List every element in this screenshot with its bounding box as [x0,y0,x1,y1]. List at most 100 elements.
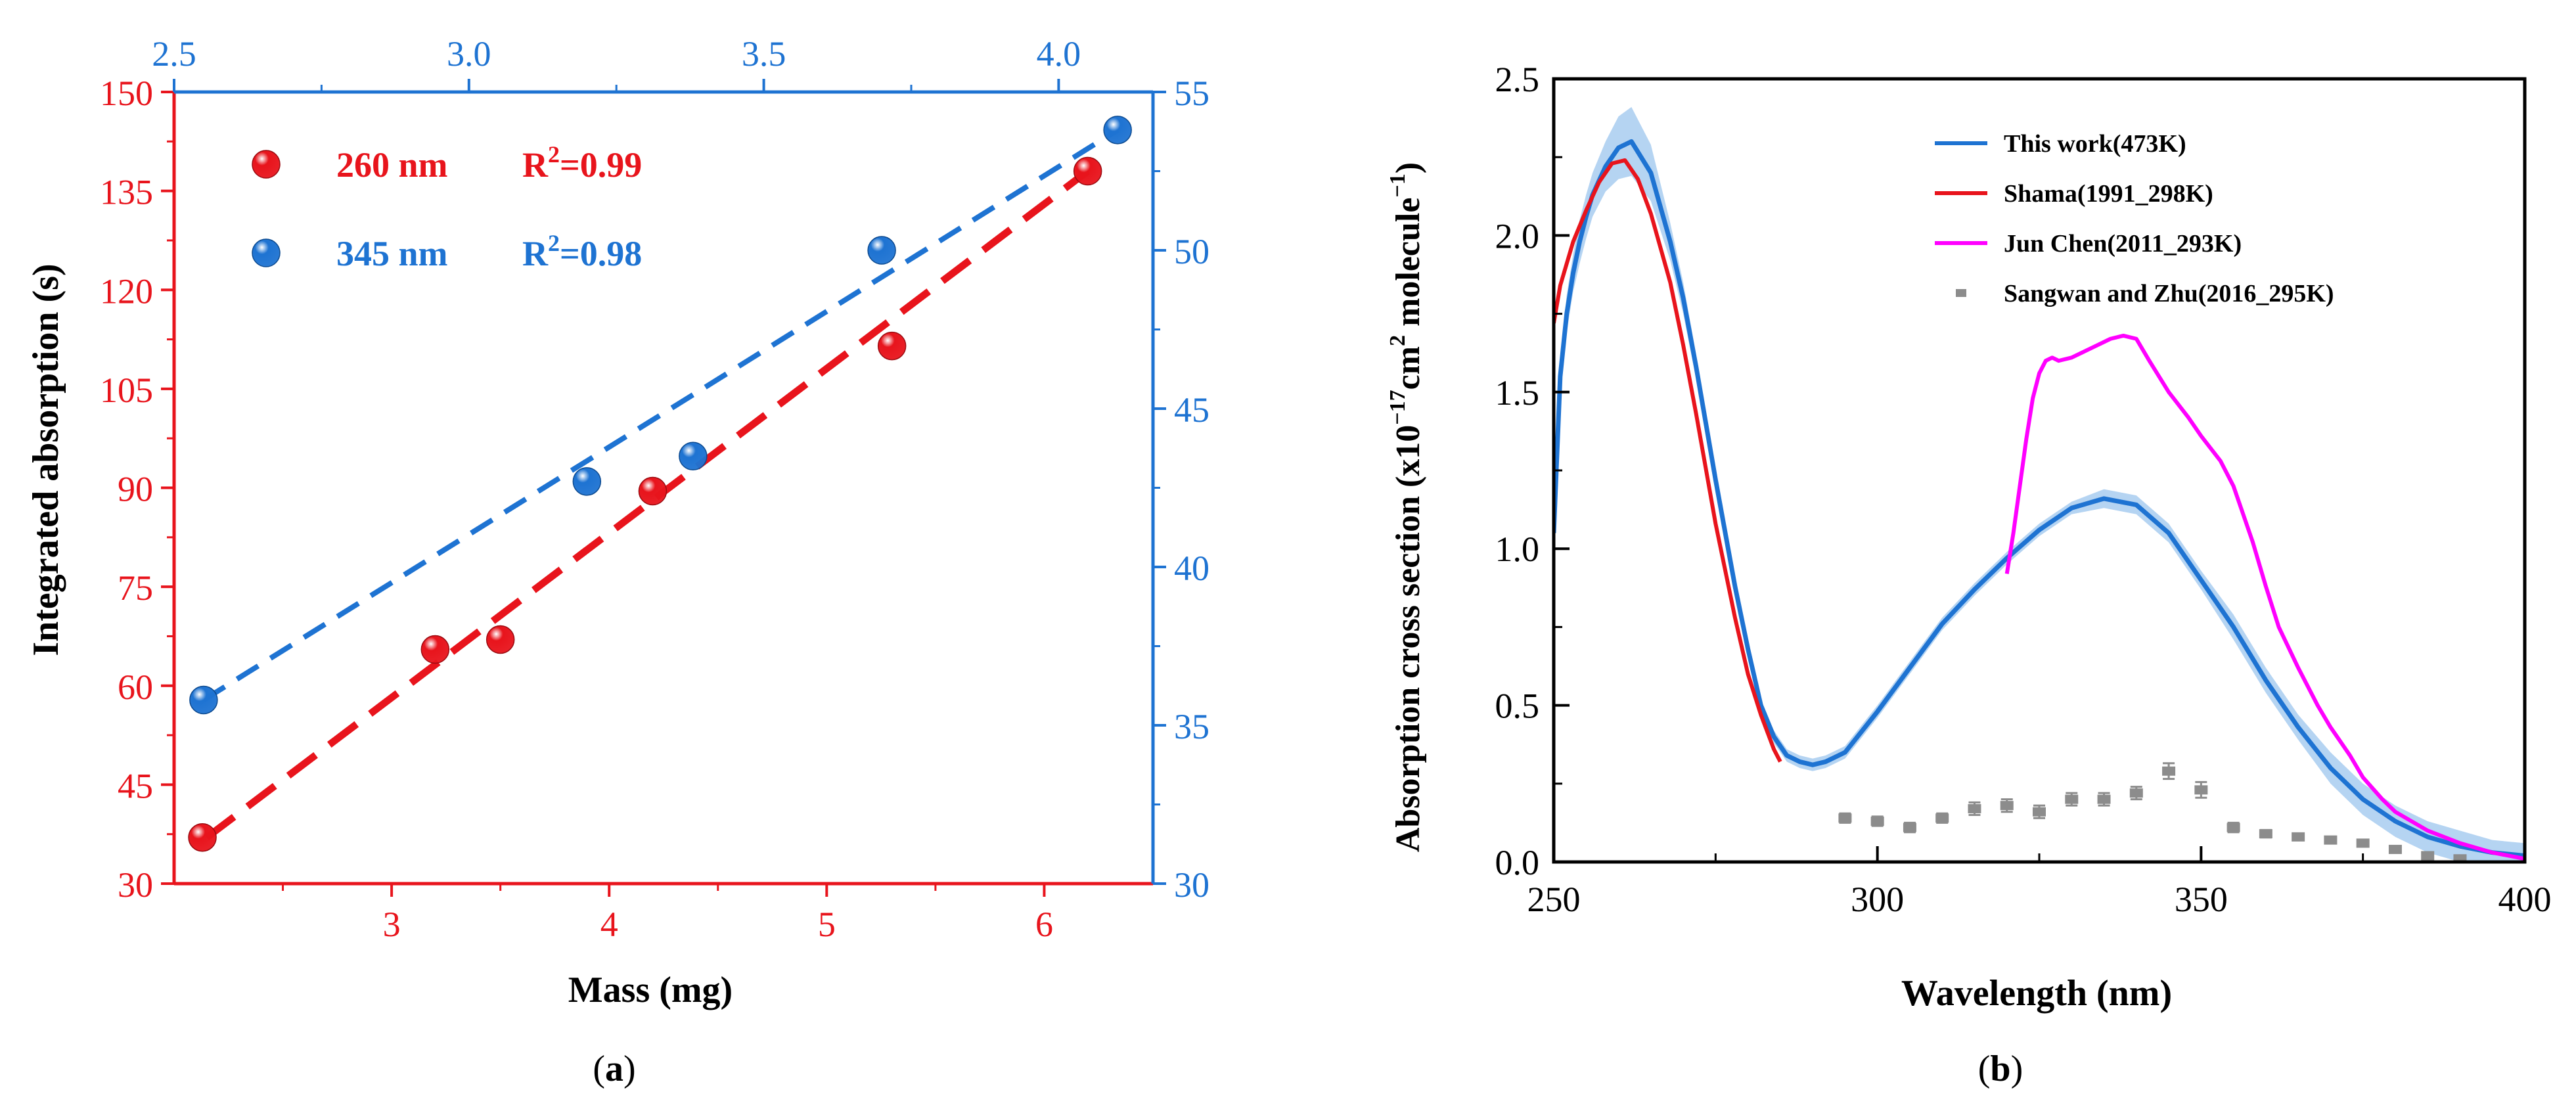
point-260nm [1073,156,1102,186]
right-y-tick-label: 35 [1174,707,1209,746]
panel-b-axes: 250 300 350 400 0.0 0.5 1.0 1.5 2.0 2.5 [1495,60,2552,919]
panel-b-x-axis-title: Wavelength (nm) [1901,973,2172,1014]
y-title-mid: cm [1390,346,1427,390]
legend-label-1: Shama(1991_298K) [2004,180,2213,208]
band-this-work [1554,106,2525,862]
marker-sangwan-zhu [1968,803,1981,813]
panel-b-data-marks [1554,106,2525,862]
y-title-exp1: −17 [1386,390,1410,424]
r2-value: =0.99 [560,145,642,185]
left-y-tick-label: 30 [118,865,153,905]
right-y-tick-label: 50 [1174,232,1209,271]
marker-sangwan-zhu [2453,854,2467,862]
marker-sangwan-zhu [1903,823,1916,832]
top-x-tick-label: 2.5 [152,34,196,74]
legend-r2-260nm: R2=0.99 [522,141,642,185]
panel-a-y-axis-title: Integrated absorption (s) [26,263,66,656]
top-x-tick-label: 3.0 [447,34,491,74]
point-sangwan-zhu [2194,780,2208,799]
point-sangwan-zhu [2324,835,2338,845]
y-tick-label: 1.0 [1495,530,1540,569]
fit-line-345nm [202,127,1119,702]
marker-sangwan-zhu [2033,807,2046,817]
bottom-x-tick-label: 3 [383,905,401,944]
top-x-tick-label: 4.0 [1037,34,1081,74]
point-sangwan-zhu [2065,792,2079,807]
panel-b: 250 300 350 400 0.0 0.5 1.0 1.5 2.0 2.5 This work… [1386,60,2552,1089]
marker-sangwan-zhu [2356,838,2370,848]
point-sangwan-zhu [2259,828,2272,839]
marker-sangwan-zhu [2226,823,2240,832]
right-y-tick-label: 55 [1174,74,1209,113]
point-sangwan-zhu [1935,812,1949,824]
bottom-x-tick-label: 6 [1035,905,1053,944]
point-sangwan-zhu [2129,786,2143,801]
panel-a-caption-letter: a [605,1049,623,1089]
marker-sangwan-zhu [2000,801,2014,811]
point-sangwan-zhu [2292,832,2305,842]
legend-marker-345nm [252,238,281,267]
marker-sangwan-zhu [1935,813,1949,823]
left-y-tick-label: 135 [100,173,153,212]
y-title-exp2: 2 [1386,335,1410,346]
panel-a-data-marks [188,116,1132,852]
point-sangwan-zhu [2226,821,2240,834]
x-tick-label: 250 [1527,880,1581,919]
point-sangwan-zhu [1968,801,1981,816]
bottom-x-tick-label: 4 [600,905,618,944]
y-title-end: ) [1390,162,1427,173]
legend-marker-sangwan-zhu [1956,289,1966,297]
panel-b-caption: (b) [1978,1049,2023,1089]
left-y-tick-label: 75 [118,568,153,608]
point-345nm [572,467,602,496]
marker-sangwan-zhu [2162,766,2176,776]
point-sangwan-zhu [2097,792,2111,807]
y-title-mid2: molecule [1390,198,1427,335]
legend-r2-345nm: R2=0.98 [522,230,642,273]
marker-sangwan-zhu [2194,785,2208,795]
point-260nm [486,625,515,654]
left-y-tick-label: 60 [118,667,153,707]
point-345nm [679,441,708,471]
panel-b-plot-area [1554,106,2525,862]
right-y-tick-label: 40 [1174,549,1209,588]
line-jun-chen [2004,333,2525,861]
point-345nm [867,236,896,265]
bottom-x-tick-label: 5 [818,905,836,944]
y-tick-label: 0.5 [1495,687,1540,726]
legend-marker-260nm [252,150,281,179]
y-title-exp3: −1 [1386,173,1410,197]
r2-sup: 2 [548,230,560,256]
point-sangwan-zhu [2388,844,2402,854]
line-shama [1554,158,1782,763]
r2-base: R [522,145,549,185]
fit-line-260nm [204,168,1090,841]
right-y-tick-label: 45 [1174,390,1209,430]
marker-sangwan-zhu [1838,813,1852,823]
point-345nm [189,685,218,715]
y-tick-label: 2.0 [1495,216,1540,256]
point-sangwan-zhu [2356,838,2370,848]
point-sangwan-zhu [2000,798,2014,813]
r2-base: R [522,234,549,273]
marker-sangwan-zhu [2421,851,2435,861]
point-345nm [1103,116,1132,145]
point-sangwan-zhu [2162,762,2176,780]
x-tick-label: 400 [2498,880,2552,919]
point-260nm [638,476,667,506]
r2-sup: 2 [548,141,560,168]
marker-sangwan-zhu [2259,829,2272,839]
marker-sangwan-zhu [2292,832,2305,842]
panel-b-y-axis-title: Absorption cross section (x10−17cm2 mole… [1386,162,1427,852]
marker-sangwan-zhu [2388,844,2402,854]
left-y-tick-label: 105 [100,371,153,410]
y-tick-label: 1.5 [1495,373,1540,413]
marker-sangwan-zhu [2065,794,2079,804]
x-tick-label: 300 [1851,880,1904,919]
point-sangwan-zhu [2033,804,2046,819]
point-260nm [188,823,217,852]
